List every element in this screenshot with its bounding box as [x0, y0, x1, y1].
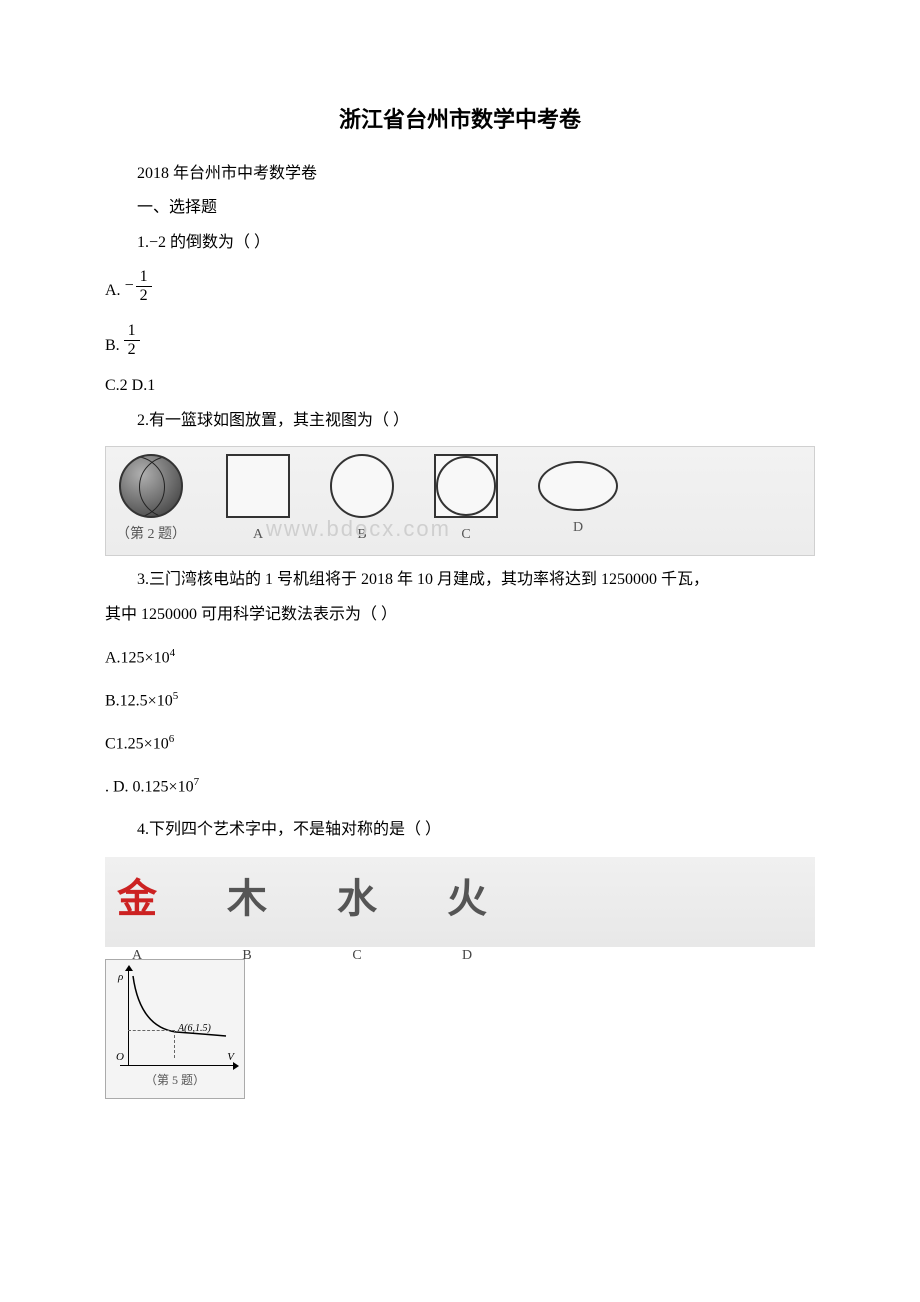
q1-option-cd: C.2 D.1	[105, 372, 815, 401]
q3-c-text: C1.25×10	[105, 735, 169, 752]
q3-a-sup: 4	[170, 647, 176, 659]
q3-option-b: B.12.5×105	[105, 687, 815, 716]
q1-a-fraction: 1 2	[136, 268, 152, 304]
q2-option-d: D	[538, 461, 618, 540]
q2-figure: （第 2 题） A B C D www.bdocx.com	[105, 446, 815, 556]
q4-char-a: 金	[117, 863, 157, 935]
q2-text: 2.有一篮球如图放置，其主视图为（ ）	[105, 407, 815, 436]
q3-option-d: . D. 0.125×107	[105, 773, 815, 802]
q5-figure: O ρ V A(6,1.5) （第 5 题）	[105, 959, 245, 1099]
q1-b-den: 2	[124, 341, 140, 359]
q2-label-c: C	[461, 522, 470, 547]
square-icon	[226, 454, 290, 518]
q2-option-a: A	[226, 454, 290, 547]
q3-a-text: A.125×10	[105, 649, 170, 666]
q3-line1: 3.三门湾核电站的 1 号机组将于 2018 年 10 月建成，其功率将达到 1…	[105, 566, 815, 595]
q3-option-c: C1.25×106	[105, 730, 815, 759]
q4-label-c: C	[352, 943, 361, 968]
q1-a-den: 2	[136, 287, 152, 305]
q4-char-d: 火	[447, 863, 487, 935]
q1-a-label: A.	[105, 277, 121, 308]
q1-b-fraction: 1 2	[124, 322, 140, 358]
curve-icon	[128, 972, 228, 1058]
q4-figure: 金 A 木 B 水 C 火 D	[105, 857, 815, 947]
ellipse-icon	[538, 461, 618, 511]
q3-c-sup: 6	[169, 733, 175, 745]
q4-char-b: 木	[227, 863, 267, 935]
q4-option-c: 水 C	[337, 863, 377, 968]
dash-vertical-icon	[174, 1030, 175, 1058]
q3-d-text: . D. 0.125×10	[105, 778, 194, 795]
x-axis-label: V	[227, 1048, 234, 1068]
q4-text: 4.下列四个艺术字中，不是轴对称的是（ ）	[105, 816, 815, 845]
q1-a-num: 1	[136, 268, 152, 287]
q2-label-a: A	[253, 522, 263, 547]
origin-label: O	[116, 1048, 124, 1068]
q4-option-a: 金 A	[117, 863, 157, 968]
q3-b-sup: 5	[173, 690, 179, 702]
q3-line2: 其中 1250000 可用科学记数法表示为（ ）	[105, 601, 815, 630]
minus-sign: −	[125, 272, 134, 301]
q3-option-a: A.125×104	[105, 644, 815, 673]
dash-horizontal-icon	[128, 1030, 174, 1031]
circle-icon	[330, 454, 394, 518]
q1-b-label: B.	[105, 332, 120, 363]
document-title: 浙江省台州市数学中考卷	[105, 100, 815, 140]
q1-b-num: 1	[124, 322, 140, 341]
section-heading: 一、选择题	[105, 194, 815, 223]
q2-caption: （第 2 题）	[116, 522, 186, 547]
q2-option-b: B	[330, 454, 394, 547]
basketball-icon	[119, 454, 183, 518]
q2-label-d: D	[573, 515, 583, 540]
subtitle: 2018 年台州市中考数学卷	[105, 160, 815, 189]
q2-option-c: C	[434, 454, 498, 547]
point-label: A(6,1.5)	[178, 1020, 211, 1038]
y-axis-label: ρ	[118, 968, 123, 988]
square-circle-icon	[434, 454, 498, 518]
q2-label-b: B	[357, 522, 366, 547]
q3-d-sup: 7	[194, 776, 200, 788]
q4-option-d: 火 D	[447, 863, 487, 968]
x-axis-icon	[120, 1065, 234, 1066]
q4-option-b: 木 B	[227, 863, 267, 968]
q1-text: 1.−2 的倒数为（ ）	[105, 229, 815, 258]
q4-char-c: 水	[337, 863, 377, 935]
q1-option-a: A. − 1 2	[105, 264, 815, 308]
q4-label-d: D	[462, 943, 472, 968]
q3-b-text: B.12.5×10	[105, 692, 173, 709]
q5-caption: （第 5 题）	[106, 1070, 244, 1092]
q1-option-b: B. 1 2	[105, 318, 815, 362]
q2-basketball-item: （第 2 题）	[116, 454, 186, 547]
